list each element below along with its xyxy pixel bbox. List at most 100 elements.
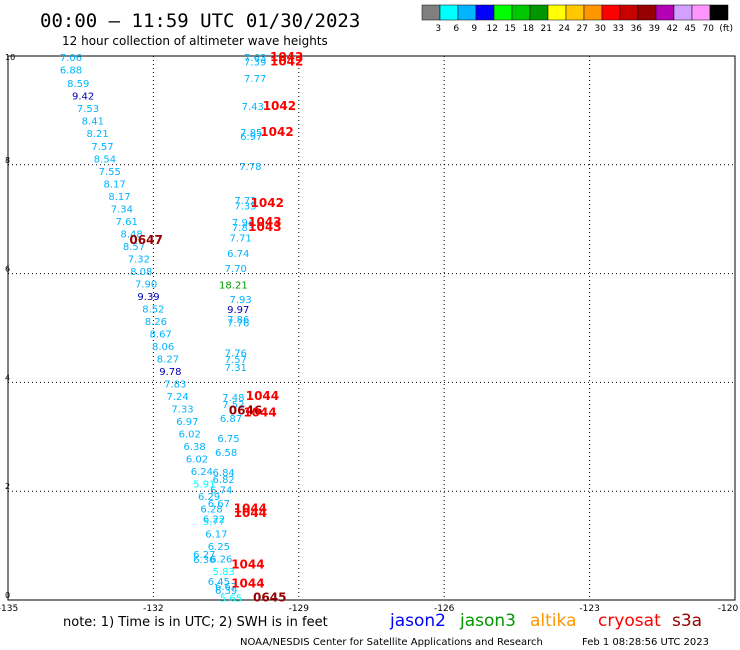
color-scale-label: 24 bbox=[558, 24, 570, 34]
grid-lines bbox=[8, 56, 735, 600]
y-tick-label: 4 bbox=[5, 373, 10, 382]
wave-height-label: 1042 bbox=[260, 125, 293, 139]
wave-height-label: 7.76 bbox=[227, 319, 249, 330]
wave-height-label: 8.67 bbox=[150, 329, 172, 340]
wave-height-label: 6.02 bbox=[186, 455, 208, 466]
color-scale-label: 12 bbox=[486, 24, 497, 34]
wave-height-label: 7.61 bbox=[116, 217, 138, 228]
wave-height-label: 5.77 bbox=[203, 517, 225, 528]
wave-height-label: 6.45 bbox=[208, 577, 230, 588]
color-swatch bbox=[439, 4, 459, 21]
wave-height-label: 7.35 bbox=[234, 202, 256, 213]
color-scale-label: (ft) bbox=[719, 24, 733, 34]
legend-altika: altika bbox=[530, 611, 577, 631]
y-tick-label: 8 bbox=[5, 156, 10, 165]
wave-height-label: 6.74 bbox=[227, 249, 249, 260]
wave-height-label: 8.26 bbox=[145, 317, 167, 328]
wave-height-label: 7.39 bbox=[244, 57, 266, 68]
footer-credit: NOAA/NESDIS Center for Satellite Applica… bbox=[240, 637, 543, 648]
color-swatch bbox=[511, 4, 531, 21]
wave-height-label: 8.27 bbox=[157, 354, 179, 365]
wave-height-label: 7.57 bbox=[91, 142, 113, 153]
y-tick-labels: 0 2 4 6 8 10 bbox=[5, 53, 15, 600]
color-swatch bbox=[619, 4, 639, 21]
wave-height-label: 6.82 bbox=[213, 475, 235, 486]
y-tick-label: 2 bbox=[5, 482, 10, 491]
satellite-legend: jason2 jason3 altika cryosat s3a bbox=[389, 611, 702, 631]
x-tick-label: -123 bbox=[579, 604, 599, 614]
wave-height-label: 5.65 bbox=[220, 593, 242, 604]
wave-height-label: 7.43 bbox=[242, 102, 264, 113]
wave-height-label: 7.86 bbox=[227, 315, 249, 326]
wave-height-label: 7.70 bbox=[225, 264, 247, 275]
wave-height-label: 5.91 bbox=[193, 480, 215, 491]
legend-jason3: jason3 bbox=[459, 611, 516, 631]
wave-height-label: 0647 bbox=[129, 233, 162, 247]
wave-height-label: 6.27 bbox=[193, 550, 215, 561]
color-swatch bbox=[565, 4, 585, 21]
wave-height-label: 0645 bbox=[253, 590, 286, 604]
wave-height-label: 7.76 bbox=[225, 348, 247, 359]
wave-height-label: 8.17 bbox=[103, 179, 125, 190]
x-tick-labels: -135 -132 -129 -126 -123 -120 bbox=[0, 604, 738, 614]
color-scale-label: 45 bbox=[684, 24, 695, 34]
color-scale-label: 27 bbox=[576, 24, 587, 34]
wave-height-label: 6.36 bbox=[193, 555, 215, 566]
wave-height-label: 7.90 bbox=[135, 279, 157, 290]
x-tick-label: -129 bbox=[289, 604, 310, 614]
wave-height-label: 1043 bbox=[248, 215, 281, 229]
y-tick-label: 6 bbox=[5, 265, 10, 274]
color-swatch bbox=[691, 4, 711, 21]
color-swatch bbox=[583, 4, 603, 21]
wave-height-label: 18.21 bbox=[219, 280, 248, 291]
color-swatch bbox=[493, 4, 513, 21]
x-tick-label: -132 bbox=[143, 604, 163, 614]
plot-frame bbox=[7, 55, 736, 601]
wave-height-label: 8.48 bbox=[120, 229, 142, 240]
wave-height-label: 6.29 bbox=[198, 492, 220, 503]
wave-height-label: 7.48 bbox=[222, 393, 244, 404]
wave-height-label: 1042 bbox=[251, 196, 284, 210]
wave-height-label: 1044 bbox=[246, 389, 279, 403]
wave-height-label: 8.21 bbox=[87, 129, 109, 140]
color-scale-bar: 3 6 9 12 15 18 21 24 27 30 33 36 39 42 45 70 (ft) bbox=[421, 4, 733, 34]
legend-s3a: s3a bbox=[672, 611, 702, 631]
color-swatch bbox=[421, 4, 441, 21]
color-scale-label: 9 bbox=[471, 24, 477, 34]
wave-height-label: 6.26 bbox=[210, 555, 232, 566]
color-swatch bbox=[547, 4, 567, 21]
wave-height-label: 0646 bbox=[229, 404, 262, 418]
wave-height-label: 1042 bbox=[270, 54, 303, 68]
color-swatch bbox=[709, 4, 729, 21]
wave-height-label: 8.59 bbox=[67, 79, 89, 90]
wave-height-label: 8.06 bbox=[152, 342, 174, 353]
wave-height-label: 6.67 bbox=[215, 582, 237, 593]
wave-height-label: 7.83 bbox=[232, 223, 254, 234]
wave-height-label: 6.67 bbox=[208, 499, 230, 510]
color-swatch bbox=[655, 4, 675, 21]
color-scale-label: 15 bbox=[504, 24, 515, 34]
wave-height-label: 1044 bbox=[231, 577, 264, 591]
wave-height-label: 6.97 bbox=[176, 417, 198, 428]
y-tick-label: 0 bbox=[5, 591, 10, 600]
color-scale-label: 30 bbox=[594, 24, 606, 34]
data-points: 7.066.888.599.427.538.418.217.578.547.55… bbox=[60, 50, 304, 604]
wave-height-label: 8.17 bbox=[108, 192, 130, 203]
wave-height-label: 7.71 bbox=[230, 234, 252, 245]
wave-height-label: 8.08 bbox=[130, 267, 152, 278]
color-scale-label: 42 bbox=[666, 24, 677, 34]
color-scale-label: 39 bbox=[648, 24, 660, 34]
wave-height-label: 7.33 bbox=[171, 405, 193, 416]
wave-height-label: 7.34 bbox=[111, 204, 133, 215]
wave-height-label: 6.28 bbox=[200, 505, 222, 516]
wave-height-label: 7.94 bbox=[232, 218, 254, 229]
color-scale-label: 36 bbox=[630, 24, 642, 34]
wave-height-label: 7.85 bbox=[240, 128, 262, 139]
wave-height-label: 6.22 bbox=[203, 514, 225, 525]
wave-height-label: 1044 bbox=[234, 506, 267, 520]
x-tick-label: -135 bbox=[0, 604, 18, 614]
wave-height-label: 6.75 bbox=[217, 434, 239, 445]
wave-height-label: 1043 bbox=[248, 220, 281, 234]
footer-note: note: 1) Time is in UTC; 2) SWH is in fe… bbox=[63, 615, 328, 630]
